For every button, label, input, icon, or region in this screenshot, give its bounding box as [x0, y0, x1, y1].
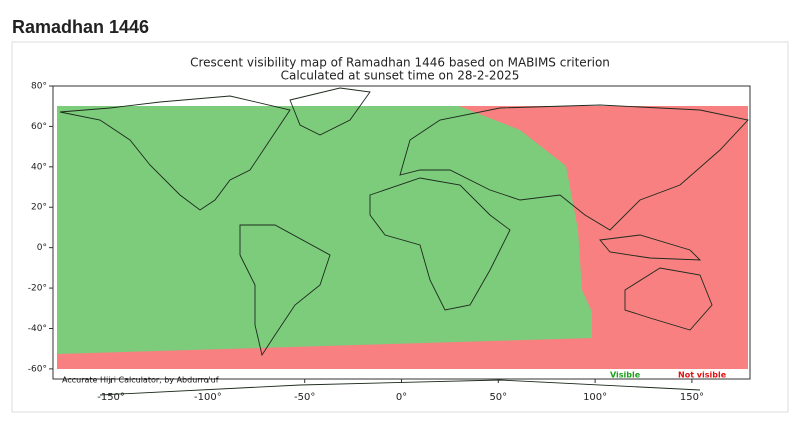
antarctica [99, 379, 701, 396]
y-tick-label: -20° [28, 284, 47, 294]
map-subtitle: Calculated at sunset time on 28-2-2025 [281, 69, 520, 83]
y-tick-label: 60° [31, 122, 47, 132]
africa [369, 177, 511, 311]
eurasia [399, 104, 749, 231]
south-america [239, 224, 331, 357]
islands [599, 234, 702, 261]
y-tick-label: -40° [28, 324, 47, 334]
greenland [289, 87, 371, 136]
visible-region [57, 106, 592, 354]
y-tick-label: 0° [37, 243, 47, 253]
coastlines [59, 87, 749, 396]
y-tick-label: 40° [31, 162, 47, 172]
y-tick-label: 80° [31, 82, 47, 92]
x-tick-label: -50° [294, 392, 315, 403]
page-title: Ramadhan 1446 [12, 17, 149, 37]
y-tick-label: -60° [28, 364, 47, 374]
x-tick-label: 100° [583, 392, 607, 403]
x-tick-label: -100° [194, 392, 222, 403]
north-america [59, 95, 291, 211]
australia [624, 267, 713, 331]
credit: Accurate Hijri Calculator, by Abdurro'uf [62, 376, 219, 385]
x-tick-label: -150° [97, 392, 125, 403]
legend-label: Visible [610, 371, 641, 380]
legend-label: Not visible [678, 371, 727, 380]
map-plot: Accurate Hijri Calculator, by Abdurro'uf [52, 85, 751, 396]
y-tick-label: 20° [31, 203, 47, 213]
x-tick-label: 150° [680, 392, 704, 403]
x-tick-label: 50° [489, 392, 507, 403]
x-tick-label: 0° [396, 392, 407, 403]
map-title: Crescent visibility map of Ramadhan 1446… [190, 56, 610, 70]
